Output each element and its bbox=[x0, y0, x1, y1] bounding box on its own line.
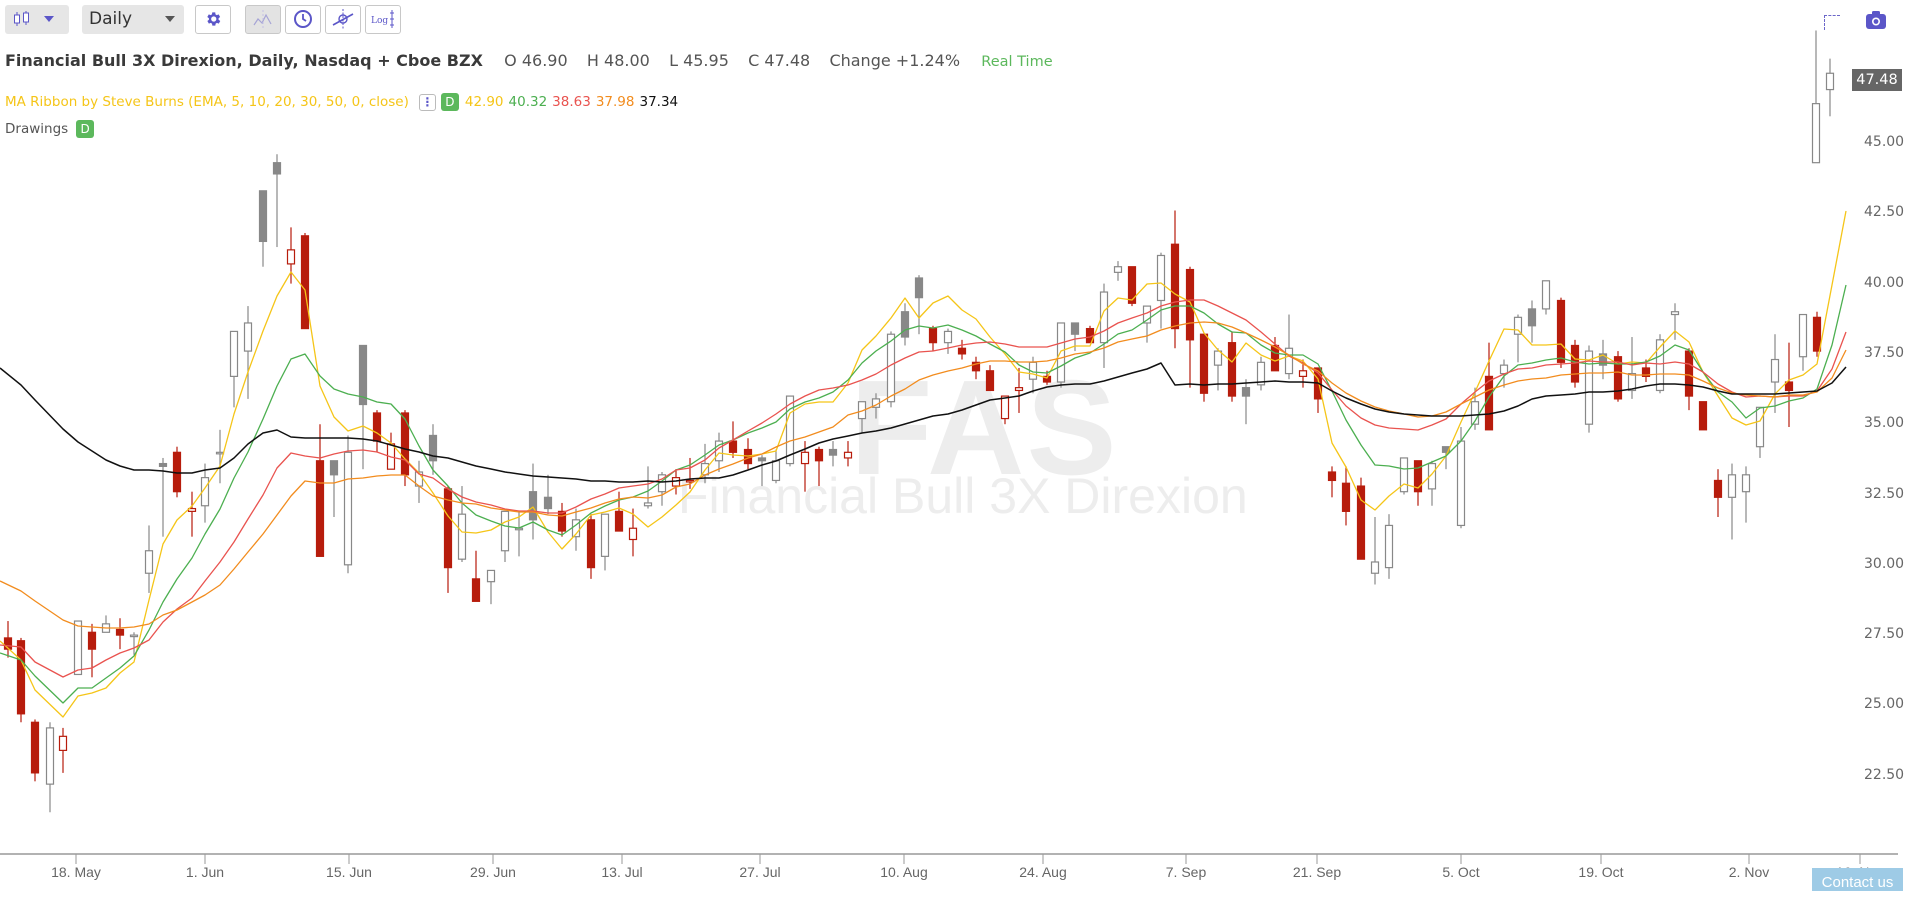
close-value: C 47.48 bbox=[748, 51, 811, 70]
ema5-value: 42.90 bbox=[464, 94, 504, 110]
indicator-name[interactable]: MA Ribbon by Steve Burns (EMA, 5, 10, 20… bbox=[5, 94, 409, 110]
x-tick-label: 24. Aug bbox=[1019, 864, 1067, 880]
instrument-title: Financial Bull 3X Direxion, Daily, Nasda… bbox=[5, 51, 483, 70]
indicator-legend: MA Ribbon by Steve Burns (EMA, 5, 10, 20… bbox=[5, 93, 683, 111]
x-tick-label: 2. Nov bbox=[1728, 864, 1770, 880]
x-tick-label: 15. Jun bbox=[326, 864, 372, 880]
x-tick-label: 27. Jul bbox=[739, 864, 781, 880]
x-tick-label: 18. May bbox=[51, 864, 101, 880]
line-compare-icon bbox=[253, 10, 272, 28]
candles bbox=[3, 30, 1835, 813]
chevron-down-icon bbox=[165, 16, 175, 22]
chevron-down-icon bbox=[44, 16, 54, 22]
ema5-line bbox=[0, 210, 1847, 718]
x-tick-label: 7. Sep bbox=[1165, 864, 1207, 880]
y-tick-label: 25.00 bbox=[1864, 696, 1905, 713]
camera-icon[interactable] bbox=[1866, 11, 1886, 29]
x-tick-label: 5. Oct bbox=[1442, 864, 1480, 880]
crosshair-button[interactable] bbox=[325, 4, 361, 34]
high-value: H 48.00 bbox=[586, 51, 650, 70]
x-tick-label: 1. Jun bbox=[185, 864, 225, 880]
drawings-legend: Drawings D bbox=[5, 120, 100, 138]
contact-us-button[interactable]: Contact us bbox=[1812, 868, 1903, 891]
log-scale-button[interactable]: Log bbox=[365, 4, 401, 34]
x-tick-label: 10. Aug bbox=[880, 864, 928, 880]
crosshair-icon bbox=[332, 9, 354, 29]
candlestick-icon bbox=[14, 11, 29, 26]
time-button[interactable] bbox=[285, 4, 321, 34]
ema10-line bbox=[0, 284, 1847, 704]
toolbar: Daily Log bbox=[5, 4, 405, 34]
kebab-menu-icon[interactable]: ⋮ bbox=[418, 93, 436, 111]
compare-button[interactable] bbox=[245, 4, 281, 34]
change-value: Change +1.24% bbox=[829, 51, 961, 70]
x-tick-label: 29. Jun bbox=[470, 864, 516, 880]
gear-icon bbox=[207, 12, 221, 26]
y-tick-label: 45.00 bbox=[1864, 134, 1905, 150]
y-tick-label: 37.50 bbox=[1864, 344, 1905, 361]
log-scale-icon: Log bbox=[371, 10, 394, 28]
y-tick-label: 30.00 bbox=[1864, 555, 1905, 572]
ema20-line bbox=[0, 299, 1847, 678]
interval-dropdown[interactable]: Daily bbox=[82, 4, 184, 34]
y-tick-label: 42.50 bbox=[1864, 204, 1905, 221]
open-value: O 46.90 bbox=[504, 51, 568, 70]
drawings-badge[interactable]: D bbox=[76, 120, 95, 138]
clock-icon bbox=[294, 10, 312, 28]
svg-text:Log: Log bbox=[371, 16, 388, 26]
ema30-line bbox=[0, 321, 1847, 629]
realtime-label: Real Time bbox=[981, 54, 1053, 70]
settings-button[interactable] bbox=[195, 4, 231, 34]
ema10-value: 40.32 bbox=[508, 94, 548, 110]
ema50-value: 37.34 bbox=[639, 94, 679, 110]
last-price-label: 47.48 bbox=[1852, 69, 1902, 91]
chart-type-dropdown[interactable] bbox=[5, 4, 69, 34]
y-tick-label: 22.50 bbox=[1864, 766, 1905, 783]
chart-title-row: Financial Bull 3X Direxion, Daily, Nasda… bbox=[5, 51, 1053, 72]
low-value: L 45.95 bbox=[669, 51, 729, 70]
interval-label: Daily bbox=[89, 9, 133, 29]
indicator-data-badge[interactable]: D bbox=[440, 93, 459, 111]
ema30-value: 37.98 bbox=[595, 94, 635, 110]
ema50-line bbox=[0, 362, 1847, 483]
y-tick-label: 40.00 bbox=[1864, 274, 1905, 291]
fullscreen-icon[interactable] bbox=[1824, 15, 1840, 30]
x-tick-label: 21. Sep bbox=[1292, 864, 1342, 880]
drawings-label: Drawings bbox=[5, 121, 69, 137]
x-tick-label: 13. Jul bbox=[601, 864, 643, 880]
y-tick-label: 35.00 bbox=[1864, 415, 1905, 432]
y-tick-label: 32.50 bbox=[1864, 485, 1905, 502]
x-tick-label: 19. Oct bbox=[1578, 864, 1624, 880]
ema20-value: 38.63 bbox=[552, 94, 591, 110]
y-tick-label: 27.50 bbox=[1864, 626, 1905, 643]
